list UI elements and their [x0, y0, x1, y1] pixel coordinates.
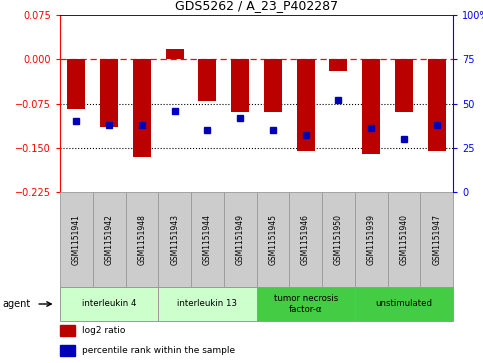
FancyBboxPatch shape [289, 192, 322, 287]
Text: GSM1151939: GSM1151939 [367, 214, 376, 265]
FancyBboxPatch shape [355, 192, 387, 287]
Text: GSM1151941: GSM1151941 [72, 214, 81, 265]
FancyBboxPatch shape [322, 192, 355, 287]
FancyBboxPatch shape [355, 287, 453, 321]
FancyBboxPatch shape [191, 192, 224, 287]
Text: GSM1151945: GSM1151945 [269, 214, 277, 265]
Text: GSM1151946: GSM1151946 [301, 214, 310, 265]
Bar [60, 325, 75, 336]
Text: GSM1151942: GSM1151942 [105, 214, 114, 265]
FancyBboxPatch shape [387, 192, 420, 287]
Bar [264, 59, 282, 113]
FancyBboxPatch shape [60, 287, 158, 321]
Bar [67, 59, 85, 109]
Bar [231, 59, 249, 113]
FancyBboxPatch shape [93, 192, 126, 287]
Bar [166, 49, 184, 59]
Bar [133, 59, 151, 156]
Bar [395, 59, 413, 113]
Text: GSM1151948: GSM1151948 [137, 214, 146, 265]
Title: GDS5262 / A_23_P402287: GDS5262 / A_23_P402287 [175, 0, 338, 12]
Text: percentile rank within the sample: percentile rank within the sample [82, 346, 235, 355]
FancyBboxPatch shape [158, 287, 256, 321]
Text: GSM1151944: GSM1151944 [203, 214, 212, 265]
FancyBboxPatch shape [224, 192, 256, 287]
FancyBboxPatch shape [60, 192, 93, 287]
Text: log2 ratio: log2 ratio [82, 326, 125, 335]
Bar [199, 59, 216, 101]
Text: GSM1151940: GSM1151940 [399, 214, 408, 265]
FancyBboxPatch shape [158, 192, 191, 287]
FancyBboxPatch shape [126, 192, 158, 287]
Text: interleukin 4: interleukin 4 [82, 299, 136, 309]
Bar [329, 59, 347, 71]
Text: GSM1151950: GSM1151950 [334, 214, 343, 265]
Text: agent: agent [2, 299, 30, 309]
Bar [427, 59, 446, 151]
Text: GSM1151947: GSM1151947 [432, 214, 441, 265]
FancyBboxPatch shape [256, 192, 289, 287]
FancyBboxPatch shape [420, 192, 453, 287]
Bar [60, 345, 75, 356]
Text: interleukin 13: interleukin 13 [177, 299, 237, 309]
FancyBboxPatch shape [256, 287, 355, 321]
Text: tumor necrosis
factor-α: tumor necrosis factor-α [273, 294, 338, 314]
Text: GSM1151949: GSM1151949 [236, 214, 244, 265]
Text: unstimulated: unstimulated [375, 299, 432, 309]
Bar [100, 59, 118, 127]
Text: GSM1151943: GSM1151943 [170, 214, 179, 265]
Bar [297, 59, 314, 151]
Bar [362, 59, 380, 154]
